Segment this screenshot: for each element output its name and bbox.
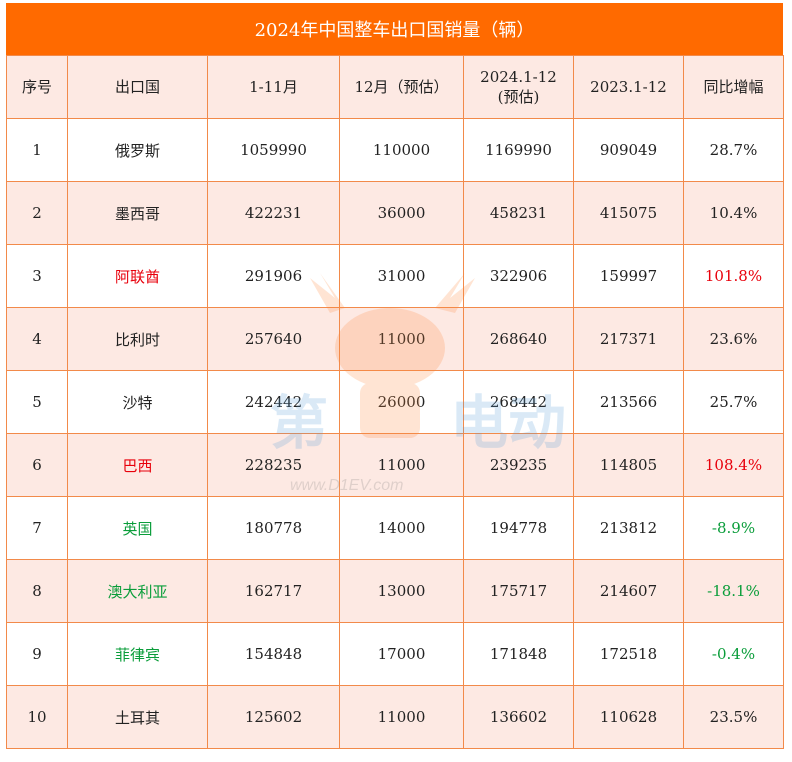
cell-country: 沙特: [67, 370, 208, 434]
cell-2024: 239235: [463, 433, 574, 497]
cell-jan-nov: 257640: [207, 307, 340, 371]
table-row: 9 菲律宾 154848 17000 171848 172518 -0.4%: [6, 622, 784, 686]
cell-2023: 110628: [573, 685, 684, 749]
cell-jan-nov: 125602: [207, 685, 340, 749]
cell-2024: 171848: [463, 622, 574, 686]
table-row: 6 巴西 228235 11000 239235 114805 108.4%: [6, 433, 784, 497]
cell-rank: 3: [6, 244, 68, 308]
cell-dec-est: 26000: [339, 370, 464, 434]
cell-2023: 159997: [573, 244, 684, 308]
cell-2024: 136602: [463, 685, 574, 749]
table-title: 2024年中国整车出口国销量（辆）: [6, 3, 783, 55]
cell-jan-nov: 228235: [207, 433, 340, 497]
cell-dec-est: 110000: [339, 118, 464, 182]
table-row: 2 墨西哥 422231 36000 458231 415075 10.4%: [6, 181, 784, 245]
table-row: 3 阿联酋 291906 31000 322906 159997 101.8%: [6, 244, 784, 308]
cell-2023: 214607: [573, 559, 684, 623]
cell-yoy: 25.7%: [683, 370, 784, 434]
col-header-jan-nov: 1-11月: [207, 55, 340, 119]
export-sales-table: 序号 出口国 1-11月 12月（预估） 2024.1-12 (预估) 2023…: [6, 55, 784, 749]
cell-jan-nov: 242442: [207, 370, 340, 434]
table-row: 8 澳大利亚 162717 13000 175717 214607 -18.1%: [6, 559, 784, 623]
cell-jan-nov: 291906: [207, 244, 340, 308]
cell-yoy: 10.4%: [683, 181, 784, 245]
cell-2023: 114805: [573, 433, 684, 497]
cell-dec-est: 31000: [339, 244, 464, 308]
col-header-2024: 2024.1-12 (预估): [463, 55, 574, 119]
col-header-2023: 2023.1-12: [573, 55, 684, 119]
cell-rank: 4: [6, 307, 68, 371]
cell-rank: 8: [6, 559, 68, 623]
cell-dec-est: 13000: [339, 559, 464, 623]
cell-2024: 194778: [463, 496, 574, 560]
cell-rank: 2: [6, 181, 68, 245]
cell-2024: 458231: [463, 181, 574, 245]
cell-jan-nov: 180778: [207, 496, 340, 560]
cell-country: 英国: [67, 496, 208, 560]
cell-rank: 9: [6, 622, 68, 686]
cell-2023: 213566: [573, 370, 684, 434]
col-header-rank: 序号: [6, 55, 68, 119]
cell-country: 土耳其: [67, 685, 208, 749]
cell-country: 比利时: [67, 307, 208, 371]
table-row: 5 沙特 242442 26000 268442 213566 25.7%: [6, 370, 784, 434]
cell-jan-nov: 422231: [207, 181, 340, 245]
cell-rank: 10: [6, 685, 68, 749]
cell-dec-est: 17000: [339, 622, 464, 686]
table-row: 1 俄罗斯 1059990 110000 1169990 909049 28.7%: [6, 118, 784, 182]
cell-country: 菲律宾: [67, 622, 208, 686]
cell-country: 阿联酋: [67, 244, 208, 308]
cell-country: 巴西: [67, 433, 208, 497]
sales-table-card: 2024年中国整车出口国销量（辆） 序号 出口国 1-11月 12月（预估） 2…: [6, 3, 784, 749]
cell-yoy: 23.5%: [683, 685, 784, 749]
cell-yoy: -18.1%: [683, 559, 784, 623]
cell-dec-est: 11000: [339, 685, 464, 749]
cell-country: 墨西哥: [67, 181, 208, 245]
cell-2024: 1169990: [463, 118, 574, 182]
col-header-dec-est: 12月（预估）: [339, 55, 464, 119]
col-header-country: 出口国: [67, 55, 208, 119]
cell-rank: 7: [6, 496, 68, 560]
table-row: 10 土耳其 125602 11000 136602 110628 23.5%: [6, 685, 784, 749]
cell-2024: 322906: [463, 244, 574, 308]
cell-2024: 268442: [463, 370, 574, 434]
cell-2023: 213812: [573, 496, 684, 560]
cell-yoy: -0.4%: [683, 622, 784, 686]
cell-yoy: 23.6%: [683, 307, 784, 371]
cell-2023: 217371: [573, 307, 684, 371]
cell-rank: 6: [6, 433, 68, 497]
cell-yoy: 101.8%: [683, 244, 784, 308]
header-row: 序号 出口国 1-11月 12月（预估） 2024.1-12 (预估) 2023…: [6, 55, 784, 119]
cell-jan-nov: 1059990: [207, 118, 340, 182]
cell-country: 澳大利亚: [67, 559, 208, 623]
table-row: 4 比利时 257640 11000 268640 217371 23.6%: [6, 307, 784, 371]
cell-dec-est: 11000: [339, 307, 464, 371]
cell-2024: 175717: [463, 559, 574, 623]
cell-2023: 172518: [573, 622, 684, 686]
cell-2023: 909049: [573, 118, 684, 182]
cell-jan-nov: 154848: [207, 622, 340, 686]
cell-dec-est: 14000: [339, 496, 464, 560]
cell-rank: 5: [6, 370, 68, 434]
col-header-yoy: 同比增幅: [683, 55, 784, 119]
cell-yoy: -8.9%: [683, 496, 784, 560]
cell-jan-nov: 162717: [207, 559, 340, 623]
cell-country: 俄罗斯: [67, 118, 208, 182]
cell-yoy: 28.7%: [683, 118, 784, 182]
table-row: 7 英国 180778 14000 194778 213812 -8.9%: [6, 496, 784, 560]
cell-yoy: 108.4%: [683, 433, 784, 497]
cell-2024: 268640: [463, 307, 574, 371]
cell-dec-est: 11000: [339, 433, 464, 497]
cell-dec-est: 36000: [339, 181, 464, 245]
cell-2023: 415075: [573, 181, 684, 245]
cell-rank: 1: [6, 118, 68, 182]
